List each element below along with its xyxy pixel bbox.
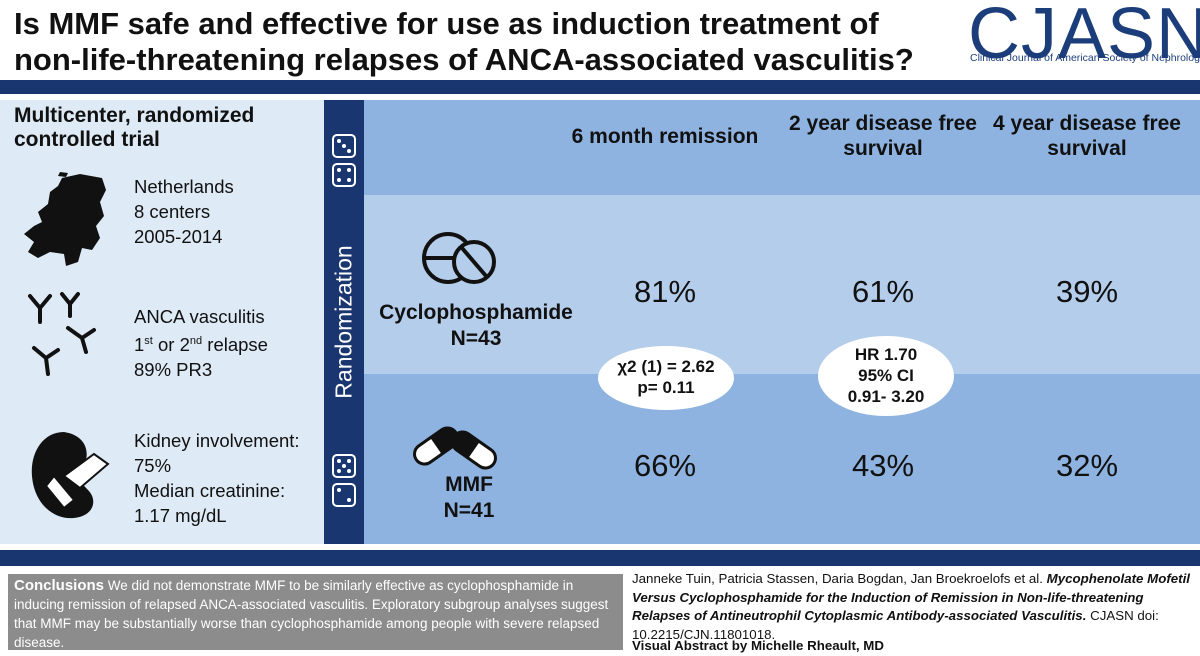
citation-title: Mycophenolate Mofetil Versus Cyclophosph… (632, 571, 1190, 623)
page-title: Is MMF safe and effective for use as ind… (14, 6, 914, 77)
location-centers: 8 centers (134, 201, 211, 222)
population-diagnosis: ANCA vasculitis (134, 306, 265, 327)
ci-range: 0.91- 3.20 (847, 387, 925, 406)
location-country: Netherlands (134, 176, 234, 197)
kidney-info: Kidney involvement: 75% Median creatinin… (134, 428, 300, 528)
location-years: 2005-2014 (134, 226, 223, 247)
arm-name: MMF (445, 473, 493, 496)
cyc-6-month-remission: 81% (633, 274, 697, 309)
column-header-6-month-remission: 6 month remission (571, 125, 759, 148)
mmf-2-year-dfs: 43% (851, 448, 915, 483)
column-header-4-year-dfs: 4 year disease free survival (993, 112, 1181, 160)
pill-tablet-icon (418, 222, 500, 298)
median-creatinine-label: Median creatinine: (134, 480, 286, 501)
conclusions-text: Conclusions We did not demonstrate MMF t… (14, 576, 614, 652)
cyclophosphamide-arm-label: Cyclophosphamide N=43 (370, 300, 582, 352)
population-relapse: 1st or 2nd relapse (134, 334, 268, 356)
location-info: Netherlands 8 centers 2005-2014 (134, 174, 234, 249)
mmf-6-month-remission: 66% (633, 448, 697, 483)
study-design-heading: Multicenter, randomized controlled trial (14, 104, 255, 151)
kidney-icon (24, 424, 114, 524)
chi-square-stat: χ2 (1) = 2.62 p= 0.11 (598, 346, 734, 410)
arm-name: Cyclophosphamide (379, 301, 573, 324)
population-pr3: 89% PR3 (134, 359, 213, 381)
hazard-ratio-stat: HR 1.70 95% CI 0.91- 3.20 (818, 336, 954, 416)
visual-abstract-credit: Visual Abstract by Michelle Rheault, MD (632, 638, 884, 653)
conclusions-body: We did not demonstrate MMF to be similar… (14, 578, 609, 650)
journal-logo-subtitle: Clinical Journal of American Society of … (970, 52, 1200, 64)
median-creatinine-value: 1.17 mg/dL (134, 505, 227, 526)
kidney-involvement-value: 75% (134, 455, 172, 476)
antibody-icon (24, 290, 104, 380)
dice-icon (330, 452, 358, 510)
journal-logo: CJASN (968, 0, 1200, 74)
bottom-divider-bar (0, 550, 1200, 566)
randomization-bar (324, 100, 364, 544)
top-divider-bar (0, 80, 1200, 94)
citation: Janneke Tuin, Patricia Stassen, Daria Bo… (632, 570, 1197, 644)
outcomes-header-row (364, 100, 1200, 195)
citation-etal: et al. (1010, 571, 1047, 586)
population-info: ANCA vasculitis 1st or 2nd relapse 89% P… (134, 304, 268, 382)
capsule-icon (410, 414, 500, 474)
mmf-arm-label: MMF N=41 (404, 472, 534, 524)
cyclophosphamide-row (364, 195, 1200, 374)
dice-icon (330, 132, 358, 190)
kidney-involvement-label: Kidney involvement: (134, 430, 300, 451)
citation-doi: CJASN doi: 10.2215/CJN.11801018. (632, 608, 1159, 642)
arm-n: N=41 (443, 499, 495, 522)
p-value: p= 0.11 (637, 378, 695, 397)
conclusions-box (8, 574, 623, 650)
mmf-4-year-dfs: 32% (1055, 448, 1119, 483)
cyc-2-year-dfs: 61% (851, 274, 915, 309)
arm-n: N=43 (450, 327, 502, 350)
cyc-4-year-dfs: 39% (1055, 274, 1119, 309)
netherlands-map-icon (20, 172, 112, 268)
hazard-ratio-value: HR 1.70 (854, 345, 918, 364)
column-header-2-year-dfs: 2 year disease free survival (789, 112, 977, 160)
mmf-row (364, 374, 1200, 544)
conclusions-label: Conclusions (14, 577, 105, 594)
ci-label: 95% CI (858, 366, 914, 385)
chi-square-value: χ2 (1) = 2.62 (617, 357, 715, 376)
citation-authors: Janneke Tuin, Patricia Stassen, Daria Bo… (632, 571, 1011, 586)
